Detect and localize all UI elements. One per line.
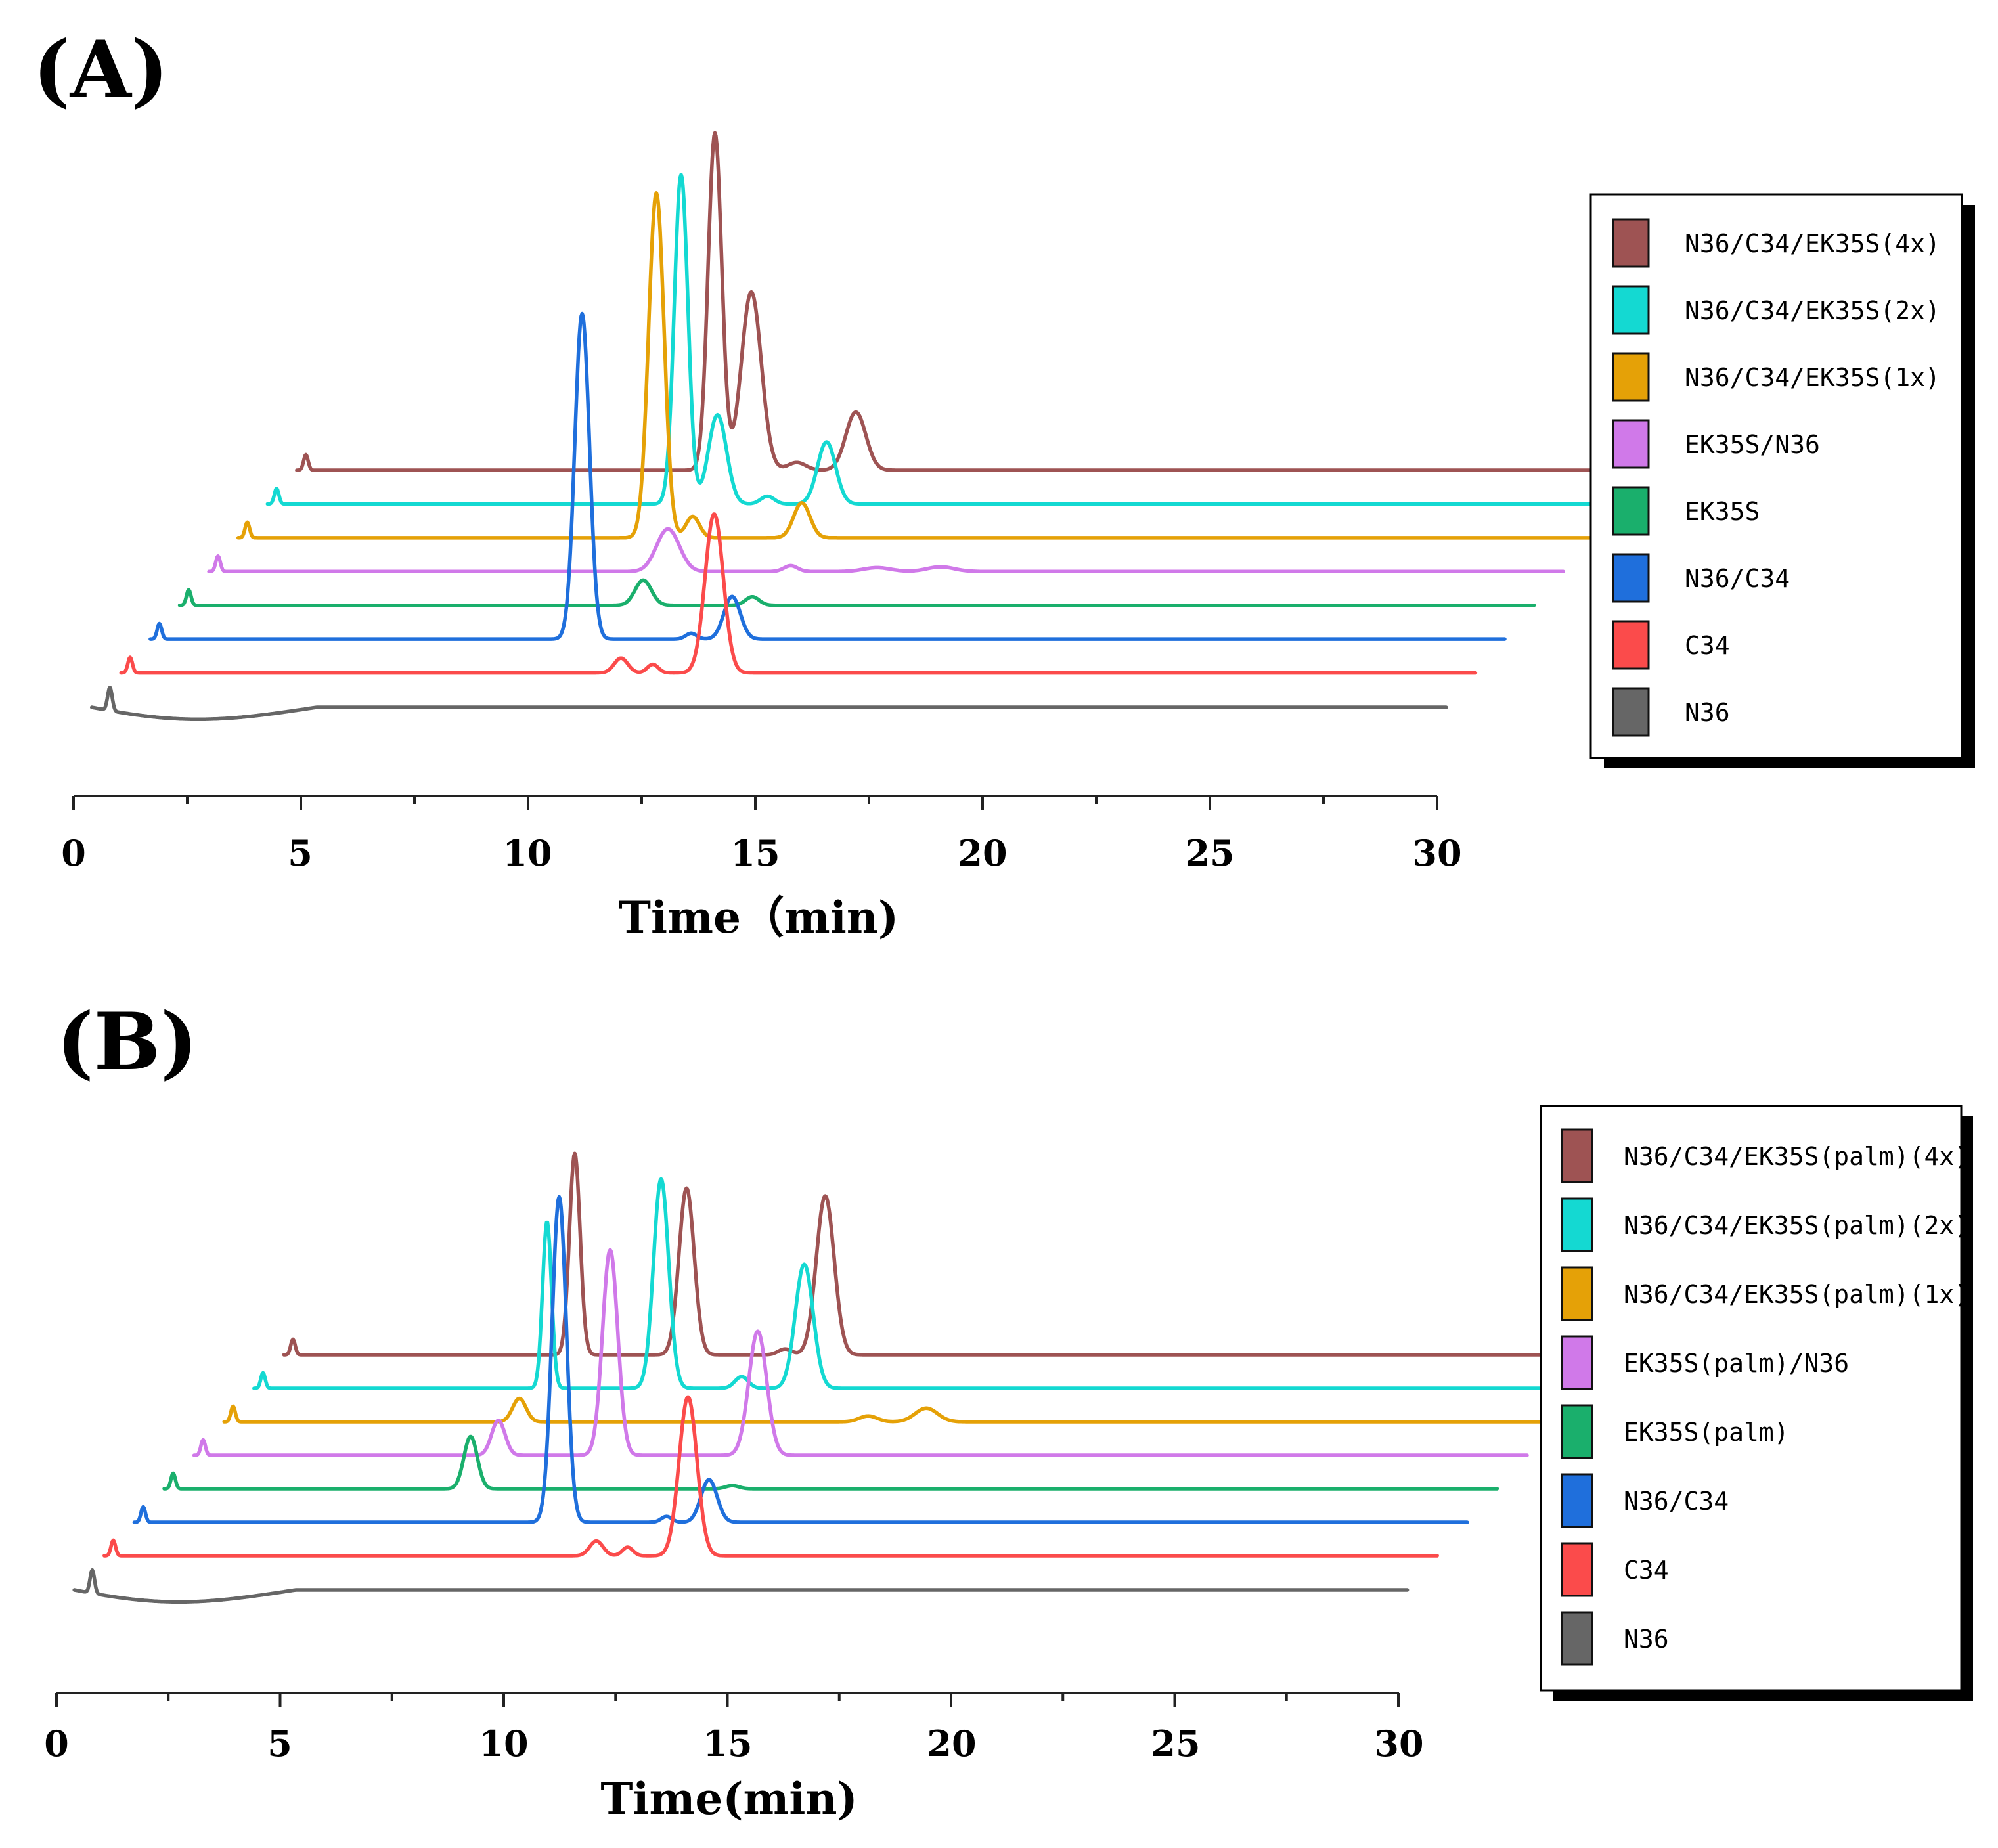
trace-N36/C34 xyxy=(132,1195,1469,1524)
legend-label: N36/C34/EK35S(4x) xyxy=(1685,229,1940,258)
legend-swatch xyxy=(1561,1542,1593,1597)
panel-b: (B) 0 5 10 15 20 25 30 Time(min) N36/C34… xyxy=(44,996,1973,1824)
panel-b-x-axis-title: Time(min) xyxy=(600,1773,857,1824)
legend-swatch xyxy=(1561,1404,1593,1459)
panel-a-tick-label-15: 15 xyxy=(730,832,780,874)
panel-a-tick-label-25: 25 xyxy=(1185,832,1234,874)
legend-label: N36/C34/EK35S(2x) xyxy=(1685,296,1940,325)
trace-EK35S/N36 xyxy=(207,527,1565,574)
trace-N36 xyxy=(89,685,1448,722)
panel-a-tick-label-30: 30 xyxy=(1412,832,1461,874)
legend-label: EK35S(palm) xyxy=(1624,1418,1789,1447)
legend-label: C34 xyxy=(1685,631,1730,660)
panel-b-legend: N36/C34/EK35S(palm)(4x) N36/C34/EK35S(pa… xyxy=(1540,1105,1973,1701)
legend-swatch xyxy=(1612,352,1650,402)
panel-a-traces xyxy=(89,131,1653,722)
legend-label: N36 xyxy=(1685,698,1730,727)
legend-swatch xyxy=(1612,620,1650,670)
panel-b-tick-label-5: 5 xyxy=(267,1723,292,1765)
panel-b-tick-label-25: 25 xyxy=(1151,1723,1200,1765)
legend-label: N36/C34 xyxy=(1624,1487,1729,1516)
panel-a-label: (A) xyxy=(33,24,169,116)
legend-swatch xyxy=(1561,1128,1593,1183)
panel-a-tick-label-20: 20 xyxy=(958,832,1007,874)
legend-label: EK35S/N36 xyxy=(1685,430,1820,459)
panel-a-tick-label-10: 10 xyxy=(502,832,552,874)
legend-label: N36/C34/EK35S(palm)(2x) xyxy=(1624,1211,1969,1240)
legend-swatch xyxy=(1612,419,1650,469)
legend-label: C34 xyxy=(1624,1556,1669,1585)
trace-N36/C34 xyxy=(148,311,1507,641)
legend-swatch xyxy=(1612,553,1650,603)
trace-EK35S(palm)/N36 xyxy=(192,1248,1529,1457)
panel-b-x-ticks xyxy=(55,1693,1400,1707)
legend-swatch xyxy=(1561,1611,1593,1666)
trace-C34 xyxy=(119,512,1478,675)
legend-label: EK35S xyxy=(1685,497,1760,526)
panel-a-x-axis-title: Time（min) xyxy=(619,892,899,943)
legend-swatch xyxy=(1561,1266,1593,1321)
legend-label: EK35S(palm)/N36 xyxy=(1624,1349,1849,1378)
panel-b-label: (B) xyxy=(56,996,198,1088)
panel-b-tick-label-30: 30 xyxy=(1374,1723,1423,1765)
trace-N36/C34/EK35S(2x) xyxy=(265,173,1624,506)
legend-swatch xyxy=(1561,1197,1593,1252)
panel-a: (A) 0 5 10 15 20 25 30 Time（min) N36/C34… xyxy=(33,24,1975,943)
trace-EK35S(palm) xyxy=(162,1434,1499,1491)
panel-b-tick-label-15: 15 xyxy=(703,1723,752,1765)
legend-swatch xyxy=(1612,285,1650,335)
trace-C34 xyxy=(102,1395,1439,1558)
trace-EK35S xyxy=(177,578,1536,607)
legend-label: N36/C34/EK35S(palm)(1x) xyxy=(1624,1280,1969,1309)
trace-N36 xyxy=(72,1568,1410,1604)
legend-label: N36/C34/EK35S(1x) xyxy=(1685,363,1940,392)
legend-swatch xyxy=(1612,218,1650,268)
trace-N36/C34/EK35S(palm)(1x) xyxy=(222,1396,1559,1424)
trace-N36/C34/EK35S(palm)(4x) xyxy=(282,1151,1619,1357)
legend-label: N36 xyxy=(1624,1625,1669,1654)
legend-label: N36/C34 xyxy=(1685,564,1790,593)
panel-a-legend: N36/C34/EK35S(4x) N36/C34/EK35S(2x) N36/… xyxy=(1589,193,1975,768)
panel-b-tick-label-10: 10 xyxy=(479,1723,528,1765)
panel-b-tick-label-0: 0 xyxy=(44,1723,69,1765)
panel-a-x-ticks xyxy=(72,796,1438,810)
legend-swatch xyxy=(1612,486,1650,536)
panel-b-tick-label-20: 20 xyxy=(927,1723,976,1765)
legend-label: N36/C34/EK35S(palm)(4x) xyxy=(1624,1142,1969,1171)
trace-N36/C34/EK35S(palm)(2x) xyxy=(252,1177,1589,1390)
panel-a-tick-label-5: 5 xyxy=(288,832,313,874)
trace-N36/C34/EK35S(4x) xyxy=(295,131,1653,472)
panel-b-traces xyxy=(72,1151,1619,1604)
legend-swatch xyxy=(1612,687,1650,737)
legend-swatch xyxy=(1561,1473,1593,1528)
legend-swatch xyxy=(1561,1335,1593,1390)
panel-a-tick-label-0: 0 xyxy=(61,832,86,874)
trace-N36/C34/EK35S(1x) xyxy=(236,191,1595,540)
